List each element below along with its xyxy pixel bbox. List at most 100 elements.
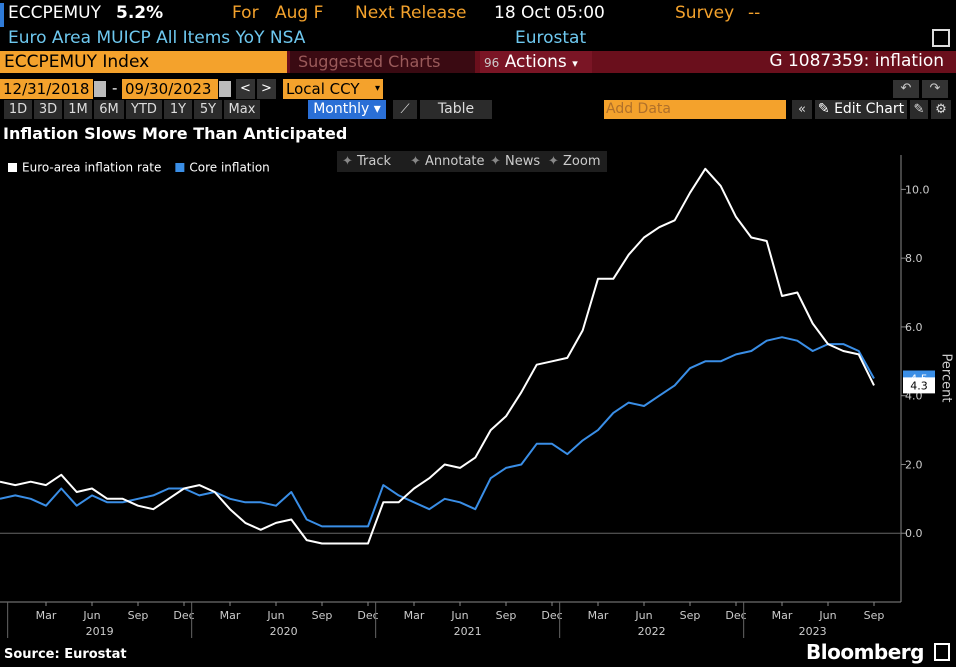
chart-tool[interactable]: ✦ Zoom <box>548 155 601 168</box>
line-chart-icon[interactable]: ⟋ <box>393 100 417 119</box>
year-label: 2022 <box>638 625 666 638</box>
year-label: 2021 <box>454 625 482 638</box>
last-value-label: 4.3 <box>910 379 928 392</box>
year-label: 2023 <box>799 625 827 638</box>
x-tick-label: Jun <box>818 609 836 622</box>
last-value: 5.2% <box>116 3 164 23</box>
legend-swatch <box>175 163 185 172</box>
y-tick-label: 0.0 <box>905 527 923 540</box>
actions-menu[interactable]: 96 Actions ▾ <box>480 51 592 73</box>
actions-label: Actions <box>504 52 567 72</box>
add-data-field[interactable]: Add Data <box>604 100 786 119</box>
y-axis-label: Percent <box>939 354 954 403</box>
tool-icon: ✦ <box>410 154 426 169</box>
y-tick-label: 6.0 <box>905 321 923 334</box>
settings-button[interactable]: ⚙ <box>931 100 951 119</box>
y-tick-label: 2.0 <box>905 458 923 471</box>
period-button[interactable]: 3D <box>34 100 62 119</box>
for-label: For <box>232 3 259 23</box>
collapse-button[interactable]: « <box>792 100 812 119</box>
x-tick-label: Sep <box>864 609 885 622</box>
date-separator: - <box>112 79 118 97</box>
popout-icon[interactable] <box>932 29 950 47</box>
for-value: Aug F <box>275 3 324 23</box>
y-tick-label: 10.0 <box>905 183 930 196</box>
edit-chart-label: Edit Chart <box>834 101 905 117</box>
year-label: 2020 <box>270 625 298 638</box>
x-tick-label: Sep <box>680 609 701 622</box>
x-tick-label: Jun <box>450 609 468 622</box>
security-field[interactable]: ECCPEMUY Index <box>0 51 287 73</box>
suggested-charts[interactable]: Suggested Charts <box>290 51 475 73</box>
brand-logo: Bloomberg <box>806 640 924 664</box>
ticker: ECCPEMUY <box>8 3 101 23</box>
table-button[interactable]: Table <box>420 100 492 119</box>
chart-tool[interactable]: ✦ Track <box>342 155 391 168</box>
x-tick-label: Jun <box>266 609 284 622</box>
period-button[interactable]: 1Y <box>164 100 192 119</box>
currency-label: Local CCY <box>286 80 360 98</box>
period-button[interactable]: 6M <box>94 100 124 119</box>
edit-chart-button[interactable]: ✎ Edit Chart <box>815 100 907 119</box>
legend-label: Euro-area inflation rate <box>22 161 161 175</box>
x-tick-label: Mar <box>220 609 241 622</box>
survey-value: -- <box>748 3 761 23</box>
legend-label: Core inflation <box>189 161 269 175</box>
release-value: 18 Oct 05:00 <box>494 3 605 23</box>
x-tick-label: Mar <box>588 609 609 622</box>
data-source: Eurostat <box>515 28 587 48</box>
period-button[interactable]: YTD <box>126 100 162 119</box>
year-label: 2019 <box>86 625 114 638</box>
edit-icon[interactable]: ✎ <box>910 100 928 119</box>
survey-label: Survey <box>675 3 735 23</box>
tool-icon: ✦ <box>490 154 506 169</box>
start-date[interactable]: 12/31/2018 <box>0 79 93 99</box>
x-tick-label: Mar <box>404 609 425 622</box>
period-button[interactable]: Max <box>224 100 260 119</box>
description: Euro Area MUICP All Items YoY NSA <box>8 28 306 48</box>
undo-button[interactable]: ↶ <box>893 80 919 98</box>
currency-select[interactable]: Local CCY ▾ <box>283 79 383 99</box>
x-tick-label: Jun <box>634 609 652 622</box>
chart-tool[interactable]: ✦ News <box>490 155 540 168</box>
x-tick-label: Mar <box>772 609 793 622</box>
next-button[interactable]: > <box>257 79 276 99</box>
x-tick-label: Sep <box>312 609 333 622</box>
function-label: G 1087359: inflation <box>769 51 944 71</box>
brand-icon <box>934 643 950 661</box>
series-line <box>0 336 875 528</box>
calendar-icon[interactable] <box>94 81 106 97</box>
period-button[interactable]: 5Y <box>194 100 222 119</box>
release-label: Next Release <box>355 3 467 23</box>
x-tick-label: Dec <box>541 609 562 622</box>
prev-button[interactable]: < <box>236 79 255 99</box>
dropdown-arrow: ▾ <box>572 57 578 70</box>
x-tick-label: Dec <box>725 609 746 622</box>
x-tick-label: Dec <box>173 609 194 622</box>
y-tick-label: 8.0 <box>905 252 923 265</box>
x-tick-label: Sep <box>128 609 149 622</box>
actions-icon: 96 <box>484 56 500 70</box>
x-tick-label: Jun <box>82 609 100 622</box>
tool-icon: ✦ <box>548 154 564 169</box>
frequency-label: Monthly <box>313 101 370 117</box>
chart-tools <box>337 151 607 172</box>
tool-icon: ✦ <box>342 154 358 169</box>
frequency-select[interactable]: Monthly ▾ <box>308 100 386 119</box>
tool-label: Track <box>357 154 392 169</box>
x-tick-label: Mar <box>36 609 57 622</box>
series-line <box>0 167 875 545</box>
end-date[interactable]: 09/30/2023 <box>122 79 218 99</box>
last-value-tag <box>903 377 935 394</box>
tool-label: News <box>505 154 541 169</box>
ticker-marker <box>0 3 4 27</box>
chart-tool[interactable]: ✦ Annotate <box>410 155 485 168</box>
period-button[interactable]: 1M <box>64 100 92 119</box>
redo-button[interactable]: ↷ <box>922 80 948 98</box>
legend-swatch <box>8 163 17 172</box>
calendar-icon[interactable] <box>219 81 231 97</box>
chart-title: Inflation Slows More Than Anticipated <box>3 124 348 143</box>
period-button[interactable]: 1D <box>4 100 32 119</box>
